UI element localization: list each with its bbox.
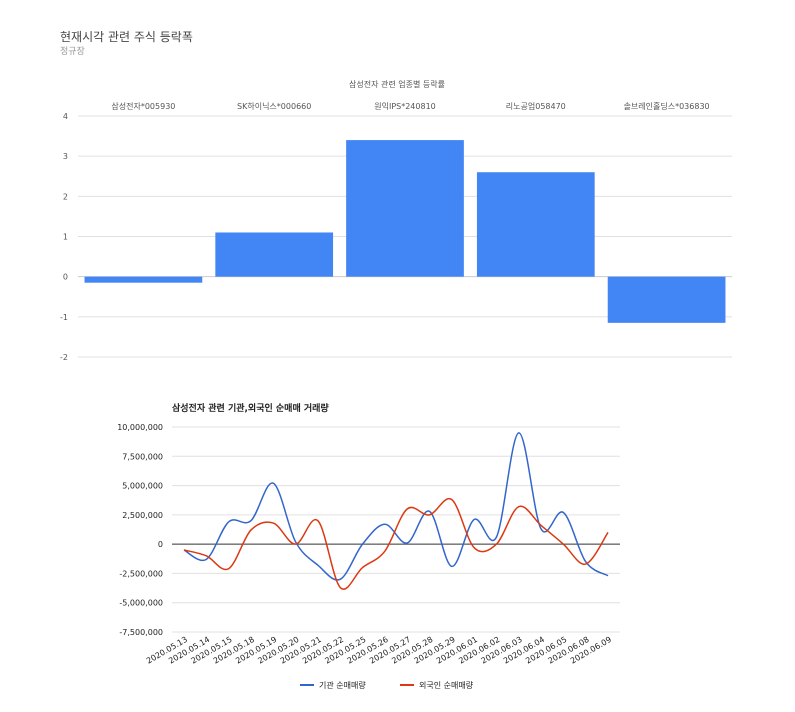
line-chart-legend: 기관 순매매량 외국인 순매매량 [300,680,474,690]
page-title: 현재시각 관련 주식 등락폭 [60,30,193,44]
line-y-tick-label: 5,000,000 [122,482,163,491]
line-chart-title: 삼성전자 관련 기관,외국인 순매매 거래량 [172,402,329,414]
line-y-tick-label: -2,500,000 [119,569,163,578]
bar [346,140,464,277]
line-y-tick-label: 2,500,000 [122,511,163,520]
bar-chart-category-labels: 삼성전자*005930 SK하이닉스*000660 원익IPS*240810 리노공업… [111,101,709,111]
bar [607,276,726,323]
bar-y-tick-label: -2 [60,353,68,362]
line-chart-gridlines [172,426,620,633]
line-series-2 [183,497,609,590]
legend-label-2: 외국인 순매매량 [419,680,474,690]
bar-y-tick-label: 2 [63,192,68,201]
bar-category-label: 리노공업058470 [506,102,566,111]
bar-category-label: 원익IPS*240810 [374,101,436,111]
legend-label-1: 기관 순매매량 [319,680,366,690]
bar-chart-title: 삼성전자 관련 업종별 등락률 [349,79,445,89]
bar-y-tick-label: 3 [63,152,68,161]
bar [215,232,334,277]
line-chart-series [183,432,609,590]
bar [84,276,203,283]
line-series-1 [183,432,609,581]
page-subtitle: 정규장 [60,47,85,57]
bar-chart-bars [84,140,726,323]
line-y-tick-label: -7,500,000 [119,628,163,637]
bar-y-tick-label: -1 [60,313,68,322]
bar-chart: 삼성전자 관련 업종별 등락률 4 3 2 1 0 -1 -2 삼성전자*005930 SK하… [60,79,732,362]
bar-y-tick-label: 4 [63,112,68,121]
bar-chart-y-ticks: 4 3 2 1 0 -1 -2 [60,112,68,362]
bar-category-label: SK하이닉스*000660 [237,101,311,111]
bar-y-tick-label: 0 [63,273,68,282]
bar-category-label: 삼성전자*005930 [111,101,175,111]
line-chart: 삼성전자 관련 기관,외국인 순매매 거래량 10,000,000 7,500,0… [117,402,620,690]
bar-y-tick-label: 1 [63,233,68,242]
line-chart-x-ticks: 2020.05.132020.05.142020.05.152020.05.18… [145,635,613,666]
line-y-tick-label: 7,500,000 [122,452,163,461]
line-y-tick-label: 0 [158,540,163,549]
line-chart-y-ticks: 10,000,000 7,500,000 5,000,000 2,500,000 0 -2… [117,423,163,637]
line-y-tick-label: -5,000,000 [119,599,163,608]
line-y-tick-label: 10,000,000 [117,423,163,432]
bar-category-label: 솔브레인홀딩스*036830 [624,101,710,111]
bar [476,172,595,277]
